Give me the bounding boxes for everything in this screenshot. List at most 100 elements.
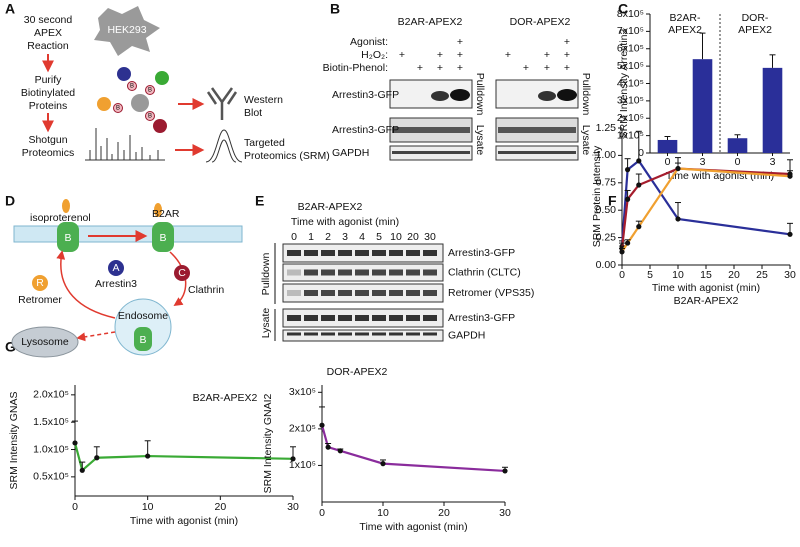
construct-label: DOR-APEX2 bbox=[510, 16, 571, 28]
data-point bbox=[636, 158, 642, 164]
data-point bbox=[675, 165, 681, 172]
blot-band bbox=[355, 332, 369, 336]
panel-label: B bbox=[330, 1, 340, 17]
data-point bbox=[502, 468, 508, 474]
y-axis-label: SRM Intensity GNAI2 bbox=[262, 393, 274, 493]
biotin: B bbox=[130, 84, 134, 90]
data-point bbox=[319, 422, 325, 428]
data-point bbox=[625, 240, 631, 246]
condition-label: Agonist: bbox=[350, 36, 388, 48]
blot-band bbox=[372, 250, 386, 256]
step-text: 30 second bbox=[24, 14, 73, 26]
blot-band bbox=[372, 290, 386, 296]
lane-label: 0 bbox=[291, 231, 297, 243]
y-axis-label: SRM Intensity GNAS bbox=[8, 391, 20, 489]
blot-band bbox=[355, 315, 369, 321]
blot-band bbox=[338, 290, 352, 296]
data-point bbox=[72, 440, 78, 446]
receptor bbox=[134, 327, 152, 351]
x-tick-label: 10 bbox=[142, 501, 154, 513]
time-label: Time with agonist (min) bbox=[291, 216, 399, 228]
data-point bbox=[787, 173, 793, 179]
data-point bbox=[625, 167, 631, 173]
step-text: Blot bbox=[244, 107, 262, 119]
data-point bbox=[290, 456, 296, 462]
blot-band bbox=[338, 315, 352, 321]
y-tick-label: 0 bbox=[638, 147, 644, 159]
y-tick-label: 2x10⁵ bbox=[617, 112, 644, 124]
plus-sign: + bbox=[564, 62, 570, 74]
x-tick-label: 5 bbox=[647, 269, 653, 281]
plus-sign: + bbox=[457, 62, 463, 74]
receptor bbox=[152, 222, 174, 252]
blot-label: Arrestin3-GFP bbox=[448, 312, 515, 324]
x-tick-label: 10 bbox=[672, 269, 684, 281]
y-axis-label: SRM Protein Intensity bbox=[591, 145, 603, 247]
panel-label: A bbox=[5, 1, 15, 17]
x-tick-label: 3 bbox=[700, 156, 706, 168]
blot-band bbox=[321, 269, 335, 276]
plus-sign: + bbox=[564, 36, 570, 48]
x-tick-label: 15 bbox=[700, 269, 712, 281]
y-tick-label: 1.5x10⁵ bbox=[33, 416, 69, 428]
group-label: B2AR- bbox=[670, 12, 701, 24]
plus-sign: + bbox=[457, 49, 463, 61]
y-tick-label: 3x10⁵ bbox=[617, 95, 644, 107]
arrestin-icon bbox=[108, 260, 124, 276]
blot-band bbox=[431, 91, 449, 101]
panel-a: 30 second APEX Reaction HEK293 Purify Bi… bbox=[21, 6, 330, 163]
blot-band bbox=[423, 269, 437, 276]
blot-band bbox=[450, 89, 470, 101]
blot-band bbox=[423, 315, 437, 321]
plus-sign: + bbox=[505, 49, 511, 61]
biotin: B bbox=[148, 114, 152, 120]
blot-band bbox=[355, 250, 369, 256]
blot-label: Arrestin3-GFP bbox=[448, 247, 515, 259]
blot-band bbox=[372, 315, 386, 321]
panel-label: C bbox=[618, 1, 628, 17]
condition-label: Biotin-Phenol: bbox=[323, 62, 388, 74]
blot-label: Arrestin3-GFP bbox=[332, 124, 399, 136]
blot-band bbox=[406, 315, 420, 321]
fraction-label: Lysate bbox=[580, 125, 592, 156]
blot-band bbox=[287, 315, 301, 321]
blot-band bbox=[338, 250, 352, 256]
blot-band bbox=[406, 290, 420, 296]
blot-band bbox=[406, 250, 420, 256]
lane-label: 30 bbox=[424, 231, 436, 243]
blot-label: GAPDH bbox=[448, 329, 485, 341]
step-text: APEX bbox=[34, 27, 62, 39]
lane-label: 20 bbox=[407, 231, 419, 243]
plus-sign: + bbox=[437, 62, 443, 74]
condition-signs: ++ + ++ + +++ + ++ + + bbox=[399, 36, 570, 74]
clathrin-icon bbox=[174, 265, 190, 281]
lane-label: 1 bbox=[308, 231, 314, 243]
x-tick-label: 20 bbox=[438, 507, 450, 519]
step-text: Reaction bbox=[27, 40, 69, 52]
data-point bbox=[325, 444, 331, 450]
ligand bbox=[154, 203, 162, 217]
retromer-letter: R bbox=[36, 277, 44, 289]
data-point bbox=[337, 448, 343, 454]
blot-band bbox=[538, 91, 556, 101]
panel-label: D bbox=[5, 193, 15, 209]
clathrin-letter: C bbox=[178, 267, 186, 279]
receptor-letter: B bbox=[159, 232, 166, 244]
blot-band bbox=[406, 332, 420, 336]
series-line bbox=[73, 442, 294, 473]
x-tick-label: 25 bbox=[756, 269, 768, 281]
blot-band bbox=[304, 269, 318, 276]
spectrum-icon bbox=[85, 128, 165, 161]
fraction-label: Lysate bbox=[474, 125, 486, 156]
x-tick-label: 30 bbox=[784, 269, 796, 281]
y-tick-label: 0.25 bbox=[596, 231, 617, 243]
y-tick-label: 5x10⁵ bbox=[617, 60, 644, 72]
fraction-label: Pulldown bbox=[580, 73, 592, 116]
step-text: Proteomics bbox=[22, 147, 75, 159]
blot-band bbox=[389, 269, 403, 276]
lysosome bbox=[11, 326, 79, 358]
y-tick-label: 1.0x10⁵ bbox=[33, 443, 69, 455]
y-tick-label: 1.25 bbox=[596, 122, 617, 134]
blot-band bbox=[389, 332, 403, 336]
